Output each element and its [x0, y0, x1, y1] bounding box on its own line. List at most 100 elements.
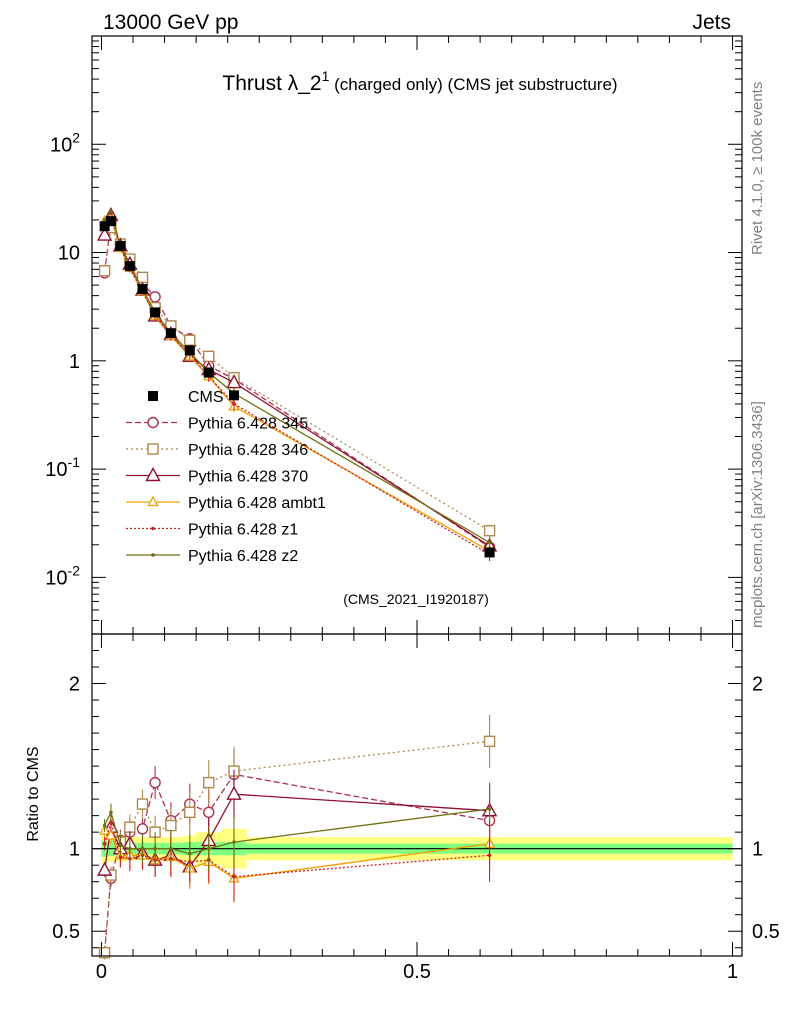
ratio-axis-label: Ratio to CMS [25, 746, 42, 841]
plot-title: Thrust λ_21 (charged only) (CMS jet subs… [222, 68, 617, 95]
ratio-point [149, 776, 161, 789]
data-point [232, 402, 236, 406]
ratio-y-tick-label-right: 1 [752, 839, 763, 861]
ratio-point [118, 843, 123, 848]
ratio-point [232, 874, 236, 879]
legend-entry-3: Pythia 6.428 370 [126, 467, 308, 486]
ratio-point [203, 776, 215, 789]
cms-data-point [124, 261, 135, 272]
ratio-point [203, 806, 215, 819]
ratio-y-tick-label: 2 [69, 674, 80, 696]
x-tick-label: 0.5 [403, 961, 431, 983]
cms-data-point [150, 307, 161, 318]
legend-label: CMS [188, 389, 224, 406]
ratio-point [140, 846, 145, 851]
legend-entry-1: Pythia 6.428 345 [126, 416, 308, 433]
ratio-point [169, 846, 173, 851]
ratio-point [128, 846, 132, 851]
energy-label: 13000 GeV pp [103, 11, 238, 34]
cms-data-point [165, 328, 176, 339]
y-tick-label: 10-2 [45, 562, 80, 589]
data-point [487, 540, 492, 545]
data-point [102, 218, 107, 222]
mcplots-url-label: mcplots.cern.ch [arXiv:1306.3436] [749, 401, 766, 628]
ratio-point [165, 819, 177, 832]
ratio-point [118, 855, 123, 859]
cms-data-point [228, 390, 239, 401]
data-point [184, 334, 196, 346]
legend-label: Pythia 6.428 z1 [188, 522, 298, 539]
x-tick-label: 0 [96, 961, 107, 983]
ratio-y-tick-label-right: 2 [752, 674, 763, 696]
series-cms-data [99, 216, 495, 558]
rivet-version-label: Rivet 4.1.0, ≥ 100k events [749, 82, 766, 255]
ratio-y-tick-label: 1 [69, 839, 80, 861]
ratio-point [96, 861, 113, 876]
cms-data-point [137, 284, 148, 295]
y-tick-label: 102 [50, 129, 80, 156]
legend-marker [151, 553, 155, 557]
analysis-watermark: (CMS_2021_I1920187) [343, 591, 489, 607]
legend-label: Pythia 6.428 370 [188, 469, 308, 486]
legend-entry-4: Pythia 6.428 ambt1 [126, 495, 326, 512]
data-point [98, 264, 111, 277]
legend-label: Pythia 6.428 346 [188, 442, 308, 459]
cms-data-point [105, 216, 116, 227]
data-point [226, 374, 242, 389]
legend-marker [147, 443, 159, 455]
ratio-point [188, 851, 192, 856]
category-label: Jets [692, 11, 731, 34]
x-tick-label: 1 [727, 961, 738, 983]
ratio-point [105, 829, 117, 840]
ratio-point [232, 840, 236, 844]
ratio-point [109, 820, 113, 825]
ratio-point [184, 806, 196, 819]
legend-marker [147, 416, 159, 429]
ratio-y-tick-label-right: 0.5 [752, 921, 780, 943]
y-tick-label: 1 [69, 351, 80, 373]
cms-data-point [115, 240, 126, 251]
ratio-point [483, 735, 496, 748]
legend-marker [147, 495, 159, 507]
title-superscript: 1 [322, 68, 330, 84]
ratio-point [102, 823, 107, 828]
ratio-y-tick-label: 0.5 [52, 921, 80, 943]
data-point [96, 226, 113, 241]
legend-label: Pythia 6.428 ambt1 [188, 495, 326, 512]
ratio-point [487, 807, 492, 811]
ratio-point [124, 821, 136, 833]
legend-entry-2: Pythia 6.428 346 [126, 442, 308, 459]
plot-area [96, 207, 498, 960]
data-point [109, 209, 113, 214]
legend-entry-5: Pythia 6.428 z1 [126, 522, 298, 539]
y-tick-label: 10-1 [45, 454, 80, 481]
cms-data-point [184, 345, 195, 356]
legend-label: Pythia 6.428 345 [188, 416, 308, 433]
ratio-point [206, 846, 211, 851]
cms-data-point [484, 547, 495, 558]
legend-label: Pythia 6.428 z2 [188, 548, 298, 565]
cms-data-point [203, 367, 214, 378]
ratio-point [109, 810, 113, 815]
y-tick-label: 10 [58, 243, 80, 265]
title-main: Thrust λ_2 [222, 72, 321, 95]
legend-marker [148, 391, 158, 401]
data-point [149, 291, 161, 303]
data-point [203, 350, 215, 363]
ratio-point [226, 785, 242, 800]
axis-ticks: 10-2 10-1 1 10 102 0.5 0.5 1 1 2 2 0 0.5 1 [45, 35, 780, 983]
ratio-point [136, 823, 149, 835]
title-rest: (charged only) (CMS jet substructure) [329, 75, 617, 94]
ratio-point [153, 846, 157, 851]
cms-data-point [99, 221, 110, 232]
data-point [483, 524, 496, 537]
series-5 [102, 209, 492, 875]
legend-marker [151, 526, 155, 531]
legend-entry-0: CMS [148, 389, 224, 406]
ratio-point [98, 946, 111, 959]
legend-marker [145, 467, 161, 482]
legend: CMS Pythia 6.428 345 Pythia 6.428 346 Pythi… [126, 389, 326, 565]
legend-entry-6: Pythia 6.428 z2 [126, 548, 298, 565]
ratio-point [136, 798, 149, 810]
